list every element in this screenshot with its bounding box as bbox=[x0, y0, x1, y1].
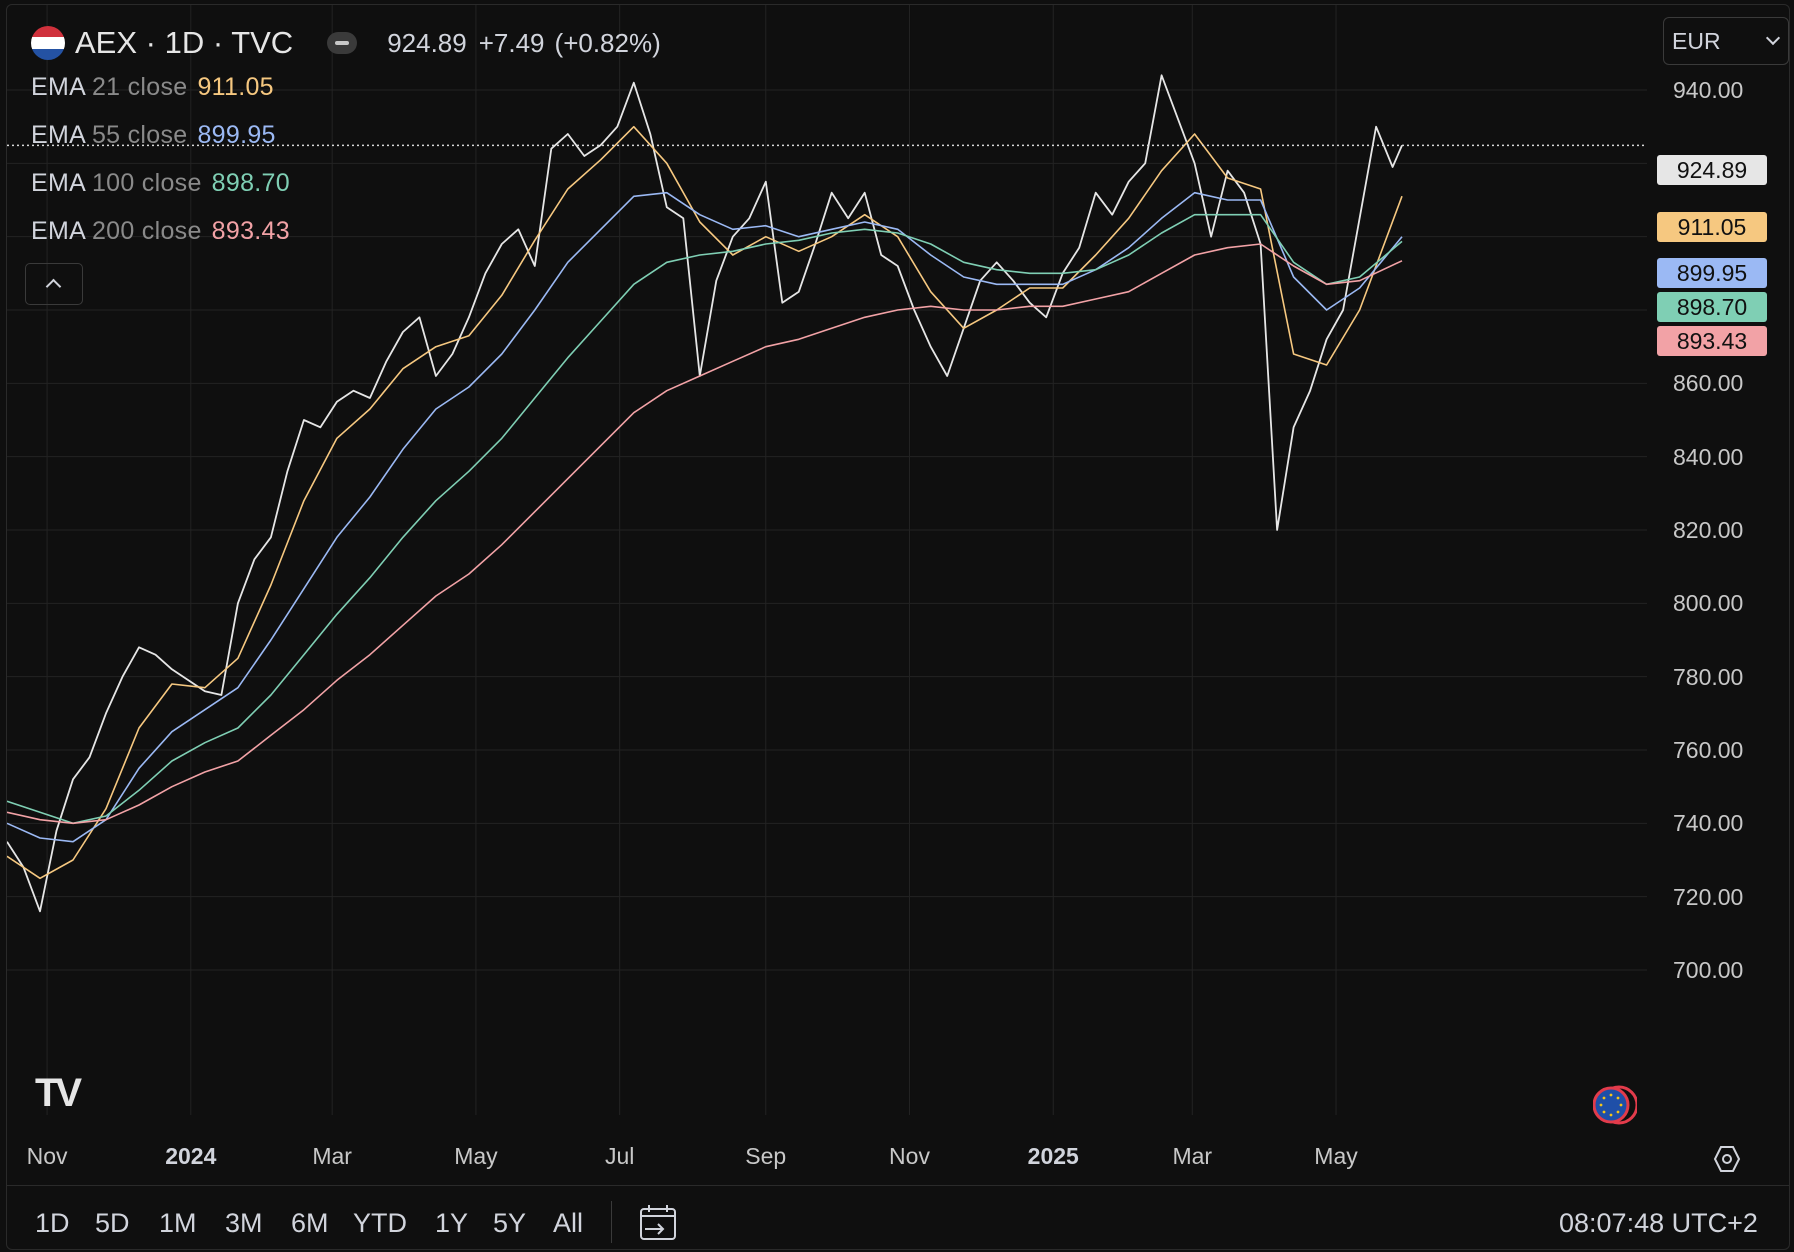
last-price: 924.89 bbox=[387, 27, 467, 58]
series-line-aex bbox=[7, 74, 1403, 913]
date-range-icon[interactable] bbox=[639, 1203, 677, 1241]
legend-indicator-params: 21 close bbox=[84, 73, 188, 101]
price-label-badge: 898.70 bbox=[1657, 292, 1767, 322]
symbol-header: AEX · 1D · TVC 924.89 +7.49 (+0.82%) bbox=[31, 23, 661, 63]
legend-indicator-params: 200 close bbox=[84, 217, 202, 245]
market-status-icon[interactable] bbox=[327, 32, 358, 54]
legend-indicator-params: 100 close bbox=[84, 169, 202, 197]
price-label-badge: 911.05 bbox=[1657, 212, 1767, 242]
settings-icon[interactable] bbox=[1713, 1145, 1741, 1173]
clock-timezone[interactable]: 08:07:48 UTC+2 bbox=[1559, 1208, 1758, 1238]
toolbar-divider bbox=[611, 1201, 612, 1243]
range-button-3m[interactable]: 3M bbox=[225, 1208, 263, 1238]
x-tick-label: Mar bbox=[312, 1143, 352, 1169]
chart-widget: AEX · 1D · TVC 924.89 +7.49 (+0.82%) EMA… bbox=[6, 4, 1790, 1250]
x-tick-label: May bbox=[454, 1143, 498, 1169]
range-button-all[interactable]: All bbox=[553, 1208, 584, 1238]
legend-indicator-name: EMA bbox=[31, 73, 85, 101]
legend-indicator-value: 893.43 bbox=[211, 217, 290, 245]
y-tick-label: 800.00 bbox=[1673, 590, 1744, 617]
chevron-down-icon bbox=[1765, 30, 1781, 46]
series-line-ema-200 bbox=[7, 243, 1403, 825]
price-change: +7.49 bbox=[478, 27, 545, 58]
x-tick-label: Nov bbox=[889, 1143, 930, 1169]
symbol-title: AEX · 1D · TVC bbox=[75, 25, 294, 60]
legend-indicator-value: 899.95 bbox=[197, 121, 276, 149]
bottom-toolbar bbox=[7, 1185, 1789, 1249]
legend-indicator-name: EMA bbox=[31, 217, 85, 245]
price-label-badge: 924.89 bbox=[1657, 155, 1767, 185]
x-tick-label: Nov bbox=[26, 1143, 68, 1169]
collapse-legend-button[interactable] bbox=[25, 263, 83, 305]
x-tick-label: Mar bbox=[1172, 1143, 1213, 1169]
tradingview-logo[interactable]: TV bbox=[35, 1071, 82, 1115]
x-tick-label: 2025 bbox=[1027, 1143, 1079, 1169]
y-tick-label: 720.00 bbox=[1673, 883, 1744, 910]
y-tick-label: 940.00 bbox=[1673, 77, 1744, 103]
legend-row-ema-200[interactable]: EMA 200 close 893.43 bbox=[31, 217, 290, 246]
legend-row-ema-100[interactable]: EMA 100 close 898.70 bbox=[31, 169, 290, 198]
x-tick-label: 2024 bbox=[165, 1143, 217, 1169]
currency-select[interactable]: EUR bbox=[1663, 17, 1789, 65]
range-button-1y[interactable]: 1Y bbox=[435, 1208, 469, 1238]
x-tick-label: Sep bbox=[745, 1143, 787, 1169]
legend-indicator-value: 911.05 bbox=[197, 73, 274, 101]
y-tick-label: 740.00 bbox=[1673, 810, 1744, 837]
legend-row-ema-21[interactable]: EMA 21 close 911.05 bbox=[31, 73, 274, 102]
y-tick-label: 760.00 bbox=[1673, 737, 1744, 763]
y-tick-label: 820.00 bbox=[1673, 517, 1744, 543]
price-label-badge: 899.95 bbox=[1657, 258, 1767, 288]
y-tick-label: 700.00 bbox=[1673, 957, 1744, 983]
range-button-1d[interactable]: 1D bbox=[35, 1208, 70, 1238]
x-tick-label: Jul bbox=[604, 1143, 635, 1169]
legend-indicator-name: EMA bbox=[31, 121, 85, 149]
netherlands-flag-icon bbox=[31, 26, 65, 60]
range-button-5d[interactable]: 5D bbox=[95, 1208, 130, 1238]
legend-indicator-value: 898.70 bbox=[211, 169, 290, 197]
series-line-ema-21 bbox=[7, 125, 1403, 880]
european-union-icon[interactable] bbox=[1593, 1083, 1637, 1127]
legend-row-ema-55[interactable]: EMA 55 close 899.95 bbox=[31, 121, 276, 150]
legend-indicator-name: EMA bbox=[31, 169, 85, 197]
y-tick-label: 860.00 bbox=[1673, 370, 1744, 397]
range-button-6m[interactable]: 6M bbox=[291, 1208, 329, 1238]
range-button-5y[interactable]: 5Y bbox=[493, 1208, 527, 1238]
price-label-badge: 893.43 bbox=[1657, 326, 1767, 356]
price-change-percent: (+0.82%) bbox=[554, 27, 661, 58]
series-line-ema-55 bbox=[7, 191, 1403, 843]
currency-label: EUR bbox=[1672, 27, 1721, 54]
y-tick-label: 780.00 bbox=[1673, 663, 1744, 690]
range-button-ytd[interactable]: YTD bbox=[353, 1208, 407, 1238]
legend-indicator-params: 55 close bbox=[84, 121, 188, 149]
y-tick-label: 840.00 bbox=[1673, 443, 1744, 470]
x-tick-label: May bbox=[1314, 1143, 1358, 1169]
series-line-ema-100 bbox=[7, 213, 1403, 825]
range-button-1m[interactable]: 1M bbox=[159, 1208, 197, 1238]
chart-plot[interactable] bbox=[7, 5, 1647, 1115]
